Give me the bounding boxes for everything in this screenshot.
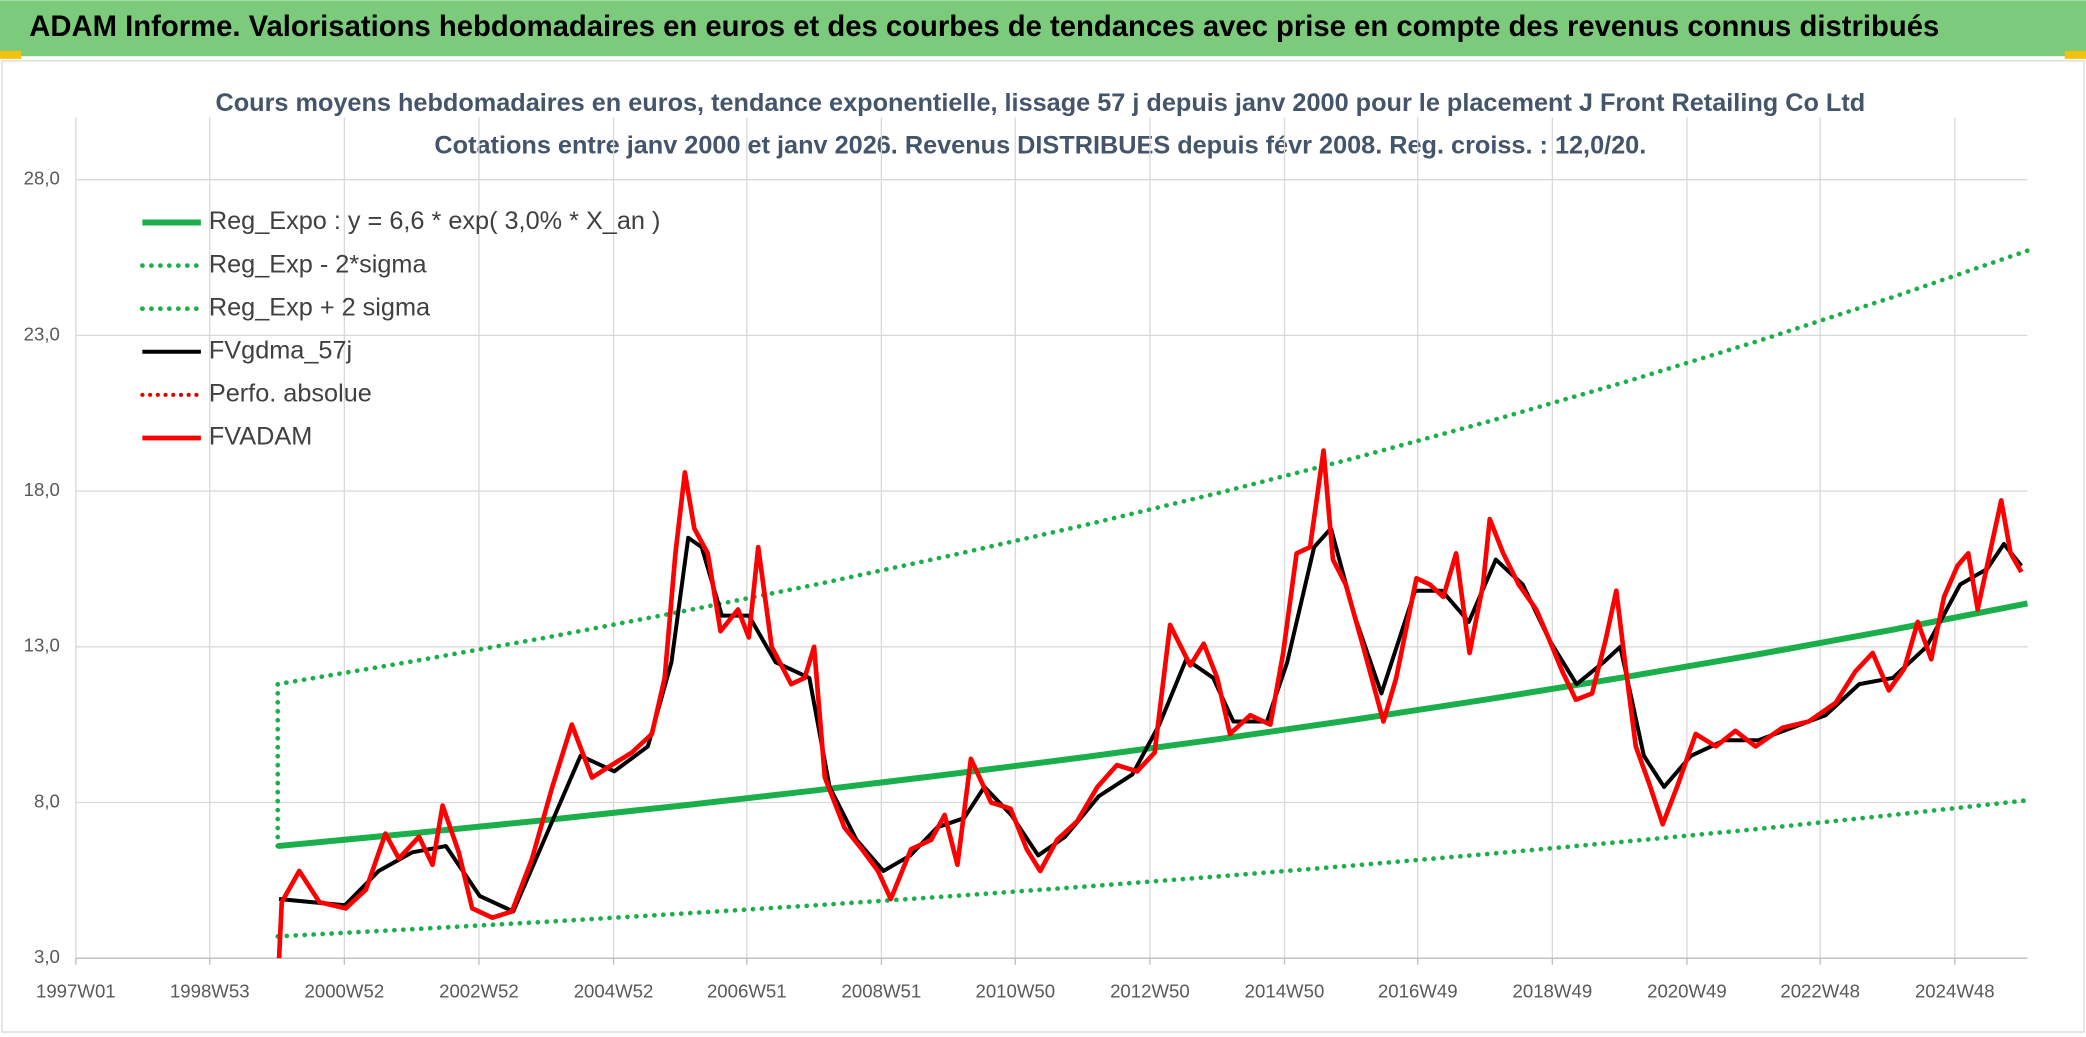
chart-frame	[1, 60, 2085, 1033]
plot-lines	[275, 248, 2030, 959]
y-tick-label: 8,0	[34, 790, 60, 811]
x-tick-label: 2024W48	[1915, 981, 1995, 1002]
y-tick-label: 23,0	[24, 323, 60, 344]
legend-label: Reg_Expo : y = 6,6 * exp( 3,0% * X_an )	[209, 207, 661, 235]
x-tick-label: 1997W01	[36, 981, 116, 1002]
series-line	[275, 248, 2030, 849]
legend-label: FVgdma_57j	[209, 336, 352, 364]
legend-label: FVADAM	[209, 423, 312, 451]
legend: Reg_Expo : y = 6,6 * exp( 3,0% * X_an ) R…	[140, 207, 661, 451]
corner-mark	[2064, 50, 2086, 59]
header-title: ADAM Informe. Valorisations hebdomadaire…	[29, 11, 1939, 43]
grid: 3,0 8,0 13,0 18,0 23,0 28,0 1997W01 1998W53 2000…	[24, 117, 2028, 1002]
series-line	[277, 600, 2029, 850]
x-tick-label: 1998W53	[170, 981, 250, 1002]
legend-label: Reg_Exp - 2*sigma	[209, 250, 428, 278]
x-tick-label: 2008W51	[842, 981, 922, 1002]
y-tick-label: 28,0	[24, 168, 60, 189]
x-tick-label: 2022W48	[1780, 981, 1860, 1002]
chart-subtitle: Cotations entre janv 2000 et janv 2026. …	[434, 131, 1646, 159]
x-tick-label: 2014W50	[1245, 981, 1325, 1002]
x-tick-label: 2006W51	[707, 981, 787, 1002]
x-tick-label: 2018W49	[1513, 981, 1593, 1002]
x-tick-label: 2020W49	[1647, 981, 1727, 1002]
x-tick-label: 2002W52	[439, 981, 519, 1002]
legend-label: Perfo. absolue	[209, 380, 372, 408]
x-tick-label: 2010W50	[975, 981, 1055, 1002]
legend-label: Reg_Exp + 2 sigma	[209, 293, 431, 321]
series-line	[278, 526, 2023, 914]
chart-title: Cours moyens hebdomadaires en euros, ten…	[215, 89, 1865, 117]
corner-mark	[0, 50, 22, 59]
series-line	[275, 797, 2030, 939]
x-tick-label: 2016W49	[1378, 981, 1458, 1002]
y-tick-label: 18,0	[24, 479, 60, 500]
x-tick-label: 2004W52	[574, 981, 654, 1002]
y-tick-label: 13,0	[24, 635, 60, 656]
x-tick-label: 2012W50	[1110, 981, 1190, 1002]
y-tick-label: 3,0	[34, 946, 60, 967]
series-line	[276, 448, 2024, 959]
header-bar	[0, 0, 2086, 57]
x-tick-label: 2000W52	[305, 981, 385, 1002]
